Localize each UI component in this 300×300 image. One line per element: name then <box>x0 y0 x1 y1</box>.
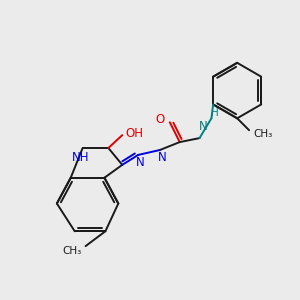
Text: N: N <box>199 120 208 133</box>
Text: NH: NH <box>72 152 89 164</box>
Text: CH₃: CH₃ <box>253 129 273 139</box>
Text: O: O <box>155 113 164 126</box>
Text: H: H <box>211 108 218 118</box>
Text: OH: OH <box>125 127 143 140</box>
Text: N: N <box>158 152 166 164</box>
Text: CH₃: CH₃ <box>62 246 81 256</box>
Text: N: N <box>136 156 145 170</box>
